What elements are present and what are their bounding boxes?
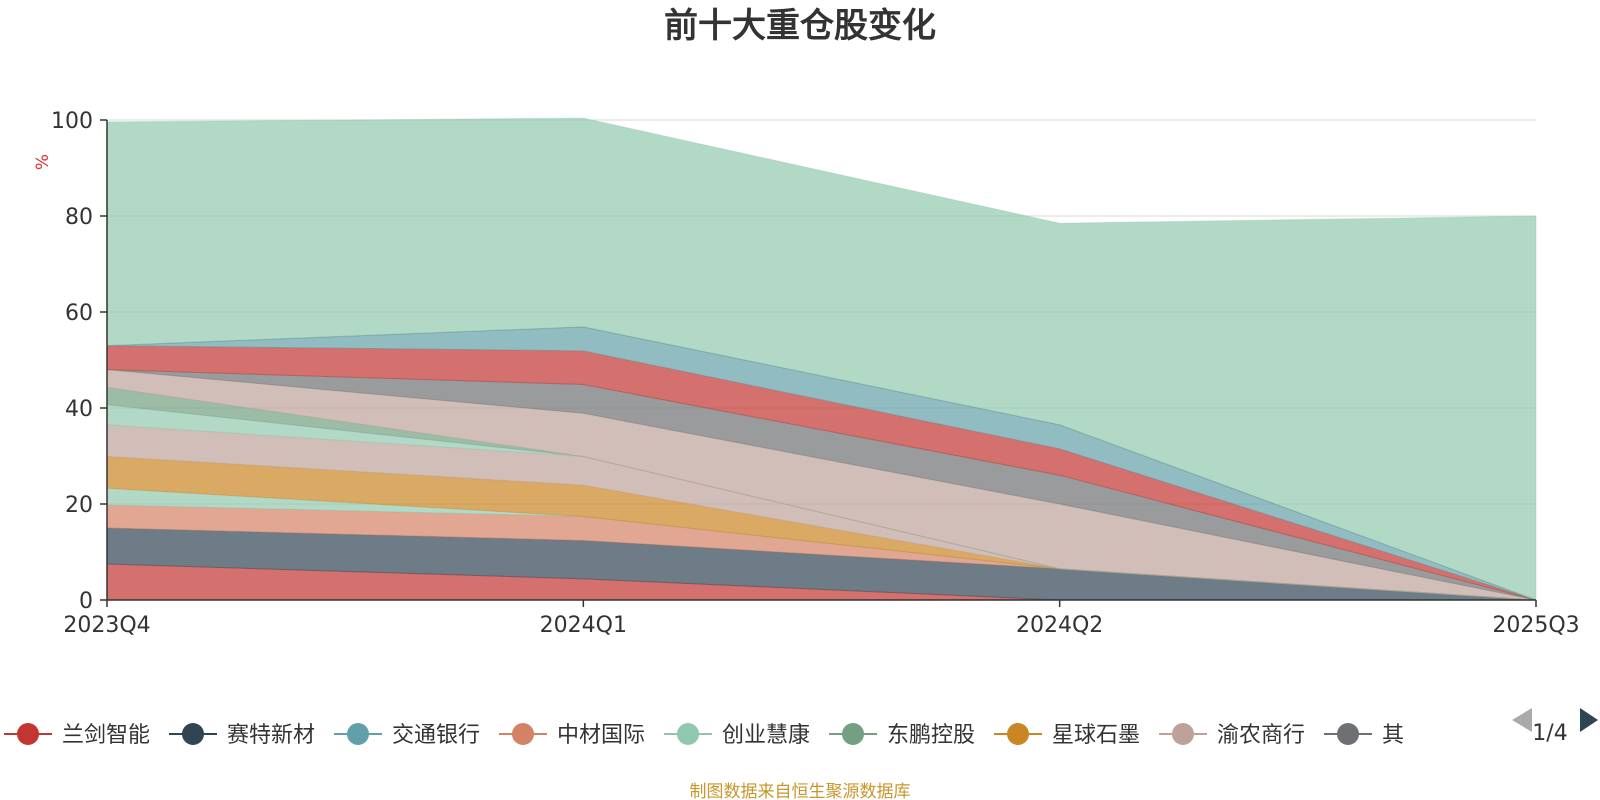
legend-label-truncated: 其 (1382, 723, 1404, 748)
legend-item[interactable]: 渝农商行 (1159, 723, 1305, 748)
legend-label: 创业慧康 (722, 723, 810, 748)
axes: 0 20 40 60 80 100 2023Q4 2024Q1 2024Q2 2025Q3 (51, 109, 1580, 638)
legend-label: 中材国际 (557, 723, 645, 748)
legend-marker-icon (842, 723, 864, 745)
legend-item[interactable]: 星球石墨 (994, 723, 1140, 748)
y-tick-label: 20 (65, 493, 93, 518)
legend-label: 东鹏控股 (887, 723, 975, 748)
legend-marker-icon (1337, 723, 1359, 745)
x-tick-label: 2024Q2 (1016, 613, 1103, 638)
legend-label: 星球石墨 (1052, 723, 1140, 748)
y-tick-label: 60 (65, 301, 93, 326)
legend-item[interactable]: 赛特新材 (169, 723, 315, 748)
legend-marker-icon (512, 723, 534, 745)
legend-label: 渝农商行 (1217, 723, 1305, 748)
chart-title: 前十大重仓股变化 (664, 6, 936, 46)
legend-pager[interactable]: 1/4 (1512, 708, 1598, 746)
legend-marker-icon (1172, 723, 1194, 745)
legend-prev-icon[interactable] (1512, 708, 1532, 732)
x-tick-label: 2025Q3 (1492, 613, 1579, 638)
legend-marker-icon (17, 723, 39, 745)
legend-marker-icon (182, 723, 204, 745)
legend-marker-icon (1007, 723, 1029, 745)
legend-item[interactable]: 创业慧康 (664, 723, 810, 748)
legend-label: 赛特新材 (227, 723, 315, 748)
legend-item[interactable]: 其 (1324, 723, 1404, 748)
legend-page-indicator: 1/4 (1532, 721, 1567, 746)
legend-label: 交通银行 (392, 723, 480, 748)
legend-next-icon[interactable] (1580, 708, 1598, 732)
y-tick-label: 40 (65, 397, 93, 422)
legend-label: 兰剑智能 (62, 723, 150, 748)
y-tick-label: 80 (65, 205, 93, 230)
data-source-note: 制图数据来自恒生聚源数据库 (690, 782, 911, 800)
y-axis-unit: % (33, 154, 53, 170)
y-tick-label: 100 (51, 109, 93, 134)
legend-item[interactable]: 东鹏控股 (829, 723, 975, 748)
legend-item[interactable]: 中材国际 (499, 723, 645, 748)
y-tick-label: 0 (79, 589, 93, 614)
legend-marker-icon (677, 723, 699, 745)
legend-item[interactable]: 交通银行 (334, 723, 480, 748)
x-tick-label: 2023Q4 (63, 613, 150, 638)
legend-marker-icon (347, 723, 369, 745)
legend[interactable]: 兰剑智能 赛特新材 交通银行 中材国际 创业慧康 东鹏控股 星球石墨 渝农商行 其 (4, 723, 1404, 748)
series-areas (106, 117, 1537, 601)
legend-item[interactable]: 兰剑智能 (4, 723, 150, 748)
x-tick-label: 2024Q1 (540, 613, 627, 638)
